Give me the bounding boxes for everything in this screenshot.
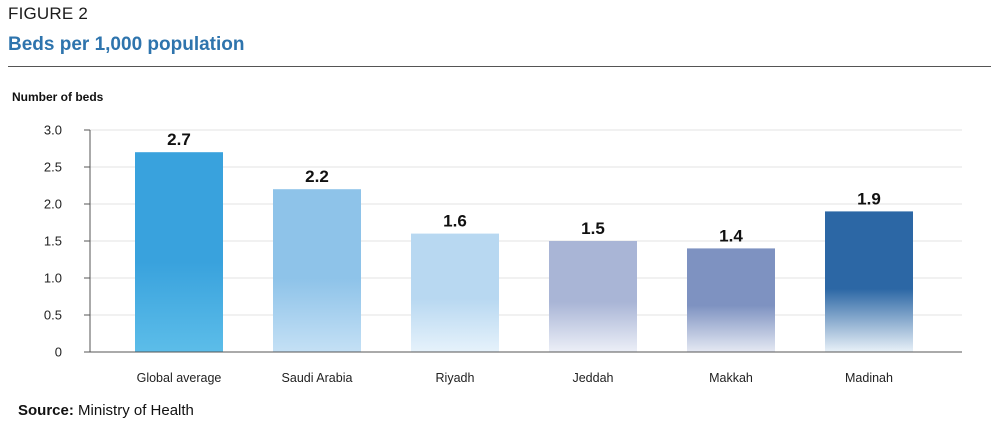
bar-value-label: 1.4 bbox=[719, 226, 743, 245]
title-divider bbox=[8, 66, 991, 67]
y-axis-label: Number of beds bbox=[12, 90, 104, 104]
source-text: Ministry of Health bbox=[78, 402, 194, 419]
y-tick-label: 2.5 bbox=[44, 160, 62, 175]
bar-value-label: 2.2 bbox=[305, 167, 329, 186]
x-category-label: Jeddah bbox=[572, 371, 613, 385]
y-tick-label: 1.0 bbox=[44, 271, 62, 286]
x-category-label: Makkah bbox=[709, 371, 753, 385]
y-tick-label: 3.0 bbox=[44, 123, 62, 138]
y-tick-label: 0.5 bbox=[44, 308, 62, 323]
bar-value-label: 1.6 bbox=[443, 212, 467, 231]
bar bbox=[411, 233, 499, 352]
y-tick-label: 0 bbox=[55, 345, 62, 360]
source-prefix: Source: bbox=[18, 402, 74, 419]
bar-value-label: 2.7 bbox=[167, 130, 191, 149]
bar-value-label: 1.9 bbox=[857, 189, 881, 208]
bar bbox=[135, 152, 223, 352]
bar-value-label: 1.5 bbox=[581, 219, 605, 238]
x-category-label: Global average bbox=[137, 371, 222, 385]
x-category-label: Riyadh bbox=[436, 371, 475, 385]
axes bbox=[84, 129, 962, 353]
x-category-label: Saudi Arabia bbox=[282, 371, 353, 385]
bar bbox=[549, 241, 637, 352]
bar bbox=[687, 248, 775, 352]
labels: 0 0.5 1.0 1.5 2.0 2.5 3.0 2.7 Global average 2.2 S… bbox=[44, 123, 893, 386]
figure-label: FIGURE 2 bbox=[8, 4, 89, 23]
chart-title: Beds per 1,000 population bbox=[8, 34, 245, 55]
bars bbox=[135, 152, 913, 352]
y-tick-label: 1.5 bbox=[44, 234, 62, 249]
bar bbox=[825, 211, 913, 352]
x-category-label: Madinah bbox=[845, 371, 893, 385]
gridlines bbox=[90, 129, 962, 316]
bar bbox=[273, 189, 361, 352]
y-tick-label: 2.0 bbox=[44, 197, 62, 212]
source-note: Source: Ministry of Health bbox=[18, 402, 194, 419]
